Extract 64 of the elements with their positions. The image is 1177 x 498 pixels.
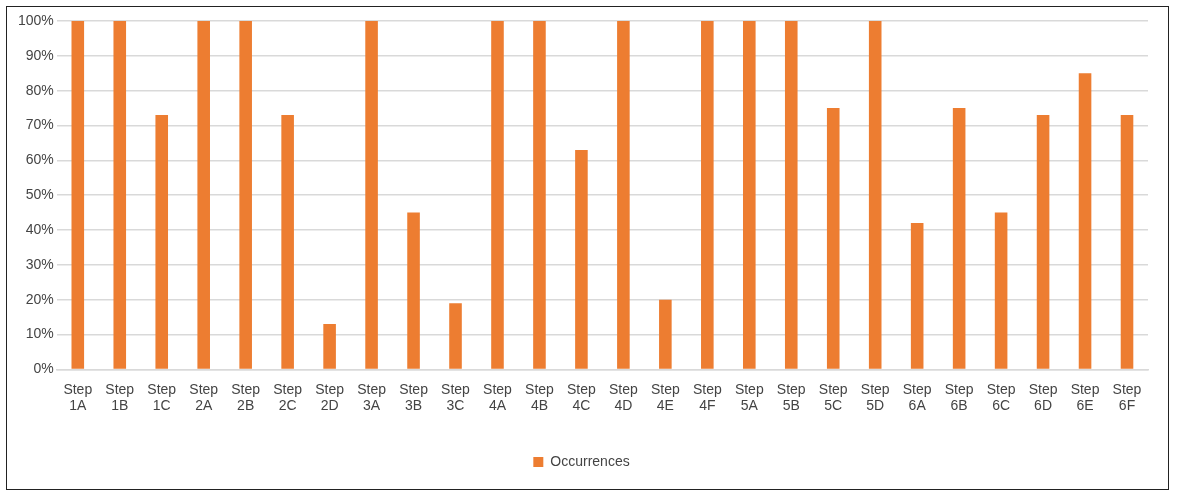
- bar: [155, 115, 169, 369]
- x-tick-label: Step 4D: [608, 380, 638, 414]
- x-tick-label: Step 2D: [315, 380, 345, 414]
- bar: [71, 21, 85, 369]
- x-tick-label: Step 1A: [63, 380, 93, 414]
- x-tick-label: Step 4A: [483, 380, 513, 414]
- x-tick-label: Step 1B: [105, 380, 135, 414]
- bar: [239, 21, 252, 369]
- x-tick-label: Step 4F: [692, 380, 722, 414]
- y-tick-label: 10%: [25, 325, 54, 342]
- bar: [868, 21, 882, 369]
- y-tick-label: 50%: [25, 186, 54, 203]
- x-tick-label: Step 2B: [231, 380, 261, 414]
- legend-label: Occurrences: [550, 452, 630, 469]
- x-tick-label: Step 5C: [818, 380, 848, 414]
- x-tick-label: Step 6A: [902, 380, 932, 414]
- x-tick-label: Step 5B: [776, 380, 806, 414]
- x-tick-label: Step 5A: [734, 380, 764, 414]
- y-tick-label: 20%: [25, 290, 54, 307]
- bar: [491, 21, 504, 369]
- x-tick-label: Step 2C: [273, 380, 303, 414]
- x-tick-label: Step 3B: [399, 380, 429, 414]
- y-tick-label: 90%: [25, 46, 54, 63]
- bar: [952, 108, 966, 369]
- bar: [826, 108, 840, 369]
- x-tick-label: Step 3C: [441, 380, 471, 414]
- x-tick-label: Step 6F: [1112, 380, 1142, 414]
- y-tick-label: 70%: [25, 116, 54, 133]
- bar: [1036, 115, 1050, 369]
- x-tick-label: Step 1C: [147, 380, 177, 414]
- bar: [910, 223, 924, 369]
- bar: [1120, 115, 1134, 369]
- x-tick-label: Step 6C: [986, 380, 1016, 414]
- bar: [994, 212, 1008, 369]
- x-tick-label: Step 4B: [525, 380, 555, 414]
- bar: [784, 21, 798, 369]
- x-tick-label: Step 6D: [1028, 380, 1058, 414]
- bar: [113, 21, 127, 369]
- bar: [701, 21, 714, 369]
- bar: [365, 21, 378, 369]
- y-tick-label: 80%: [25, 81, 54, 98]
- y-tick-label: 30%: [25, 255, 54, 272]
- bar: [449, 303, 462, 369]
- bar: [743, 21, 756, 369]
- y-tick-label: 40%: [25, 220, 54, 237]
- bar: [533, 21, 546, 369]
- x-tick-label: Step 6B: [944, 380, 974, 414]
- y-tick-label: 0%: [33, 360, 54, 377]
- bar: [407, 212, 420, 369]
- bar: [197, 21, 210, 369]
- bar: [281, 115, 294, 369]
- bar: [1078, 73, 1092, 369]
- x-tick-label: Step 6E: [1070, 380, 1100, 414]
- y-tick-label: 60%: [25, 151, 54, 168]
- bar: [323, 324, 336, 369]
- bar: [575, 149, 588, 369]
- x-tick-label: Step 4E: [650, 380, 680, 414]
- bar: [659, 299, 672, 369]
- bar: [617, 21, 630, 369]
- x-tick-label: Step 4C: [567, 380, 597, 414]
- y-tick-label: 100%: [17, 11, 54, 28]
- x-tick-label: Step 3A: [357, 380, 387, 414]
- x-tick-label: Step 5D: [860, 380, 890, 414]
- x-tick-label: Step 2A: [189, 380, 219, 414]
